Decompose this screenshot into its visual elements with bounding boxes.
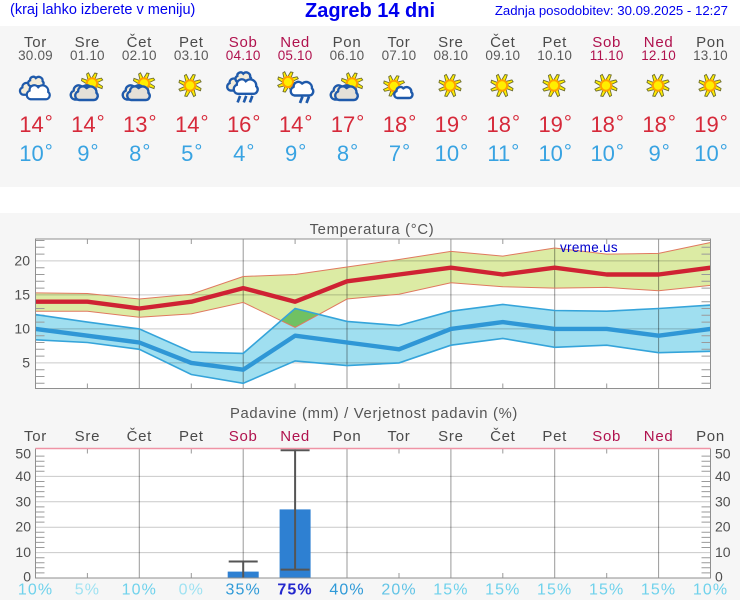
svg-text:10%: 10% (122, 582, 157, 599)
svg-text:Pon: Pon (333, 428, 362, 445)
svg-text:30: 30 (15, 493, 31, 509)
svg-text:40%: 40% (329, 582, 364, 599)
svg-text:15: 15 (14, 286, 30, 302)
svg-text:Sob: Sob (229, 428, 258, 445)
svg-text:0: 0 (23, 569, 31, 585)
svg-text:Ned: Ned (644, 428, 674, 445)
svg-text:15%: 15% (433, 582, 468, 599)
svg-text:Čet: Čet (490, 428, 516, 445)
svg-text:75%: 75% (277, 582, 312, 599)
svg-text:50: 50 (15, 446, 31, 462)
svg-text:15%: 15% (537, 582, 572, 599)
svg-text:20%: 20% (381, 582, 416, 599)
svg-text:5: 5 (22, 354, 30, 370)
svg-text:Ned: Ned (280, 428, 310, 445)
svg-text:15%: 15% (589, 582, 624, 599)
svg-text:Padavine (mm) / Verjetnost pad: Padavine (mm) / Verjetnost padavin (%) (230, 406, 518, 422)
svg-text:30: 30 (715, 493, 731, 509)
svg-text:Tor: Tor (24, 428, 47, 445)
svg-text:10%: 10% (18, 582, 53, 599)
svg-text:15%: 15% (485, 582, 520, 599)
svg-text:10%: 10% (693, 582, 728, 599)
svg-text:15%: 15% (641, 582, 676, 599)
svg-text:Sre: Sre (75, 428, 100, 445)
svg-text:Pet: Pet (179, 428, 204, 445)
svg-text:20: 20 (15, 519, 31, 535)
svg-text:Sre: Sre (438, 428, 463, 445)
svg-text:40: 40 (15, 468, 31, 484)
svg-text:vreme.us: vreme.us (560, 240, 618, 255)
svg-text:0%: 0% (179, 582, 204, 599)
svg-text:Pon: Pon (696, 428, 725, 445)
svg-text:Temperatura (°C): Temperatura (°C) (310, 222, 435, 238)
svg-text:Tor: Tor (388, 428, 411, 445)
svg-text:0: 0 (715, 569, 723, 585)
svg-text:Čet: Čet (127, 428, 153, 445)
svg-text:5%: 5% (75, 582, 100, 599)
svg-text:20: 20 (715, 519, 731, 535)
svg-text:10: 10 (14, 320, 30, 336)
svg-text:50: 50 (715, 446, 731, 462)
svg-text:20: 20 (14, 252, 30, 268)
svg-text:Pet: Pet (542, 428, 567, 445)
svg-text:10: 10 (715, 544, 731, 560)
svg-text:10: 10 (15, 544, 31, 560)
svg-text:40: 40 (715, 468, 731, 484)
svg-text:Sob: Sob (592, 428, 621, 445)
svg-text:35%: 35% (226, 582, 261, 599)
